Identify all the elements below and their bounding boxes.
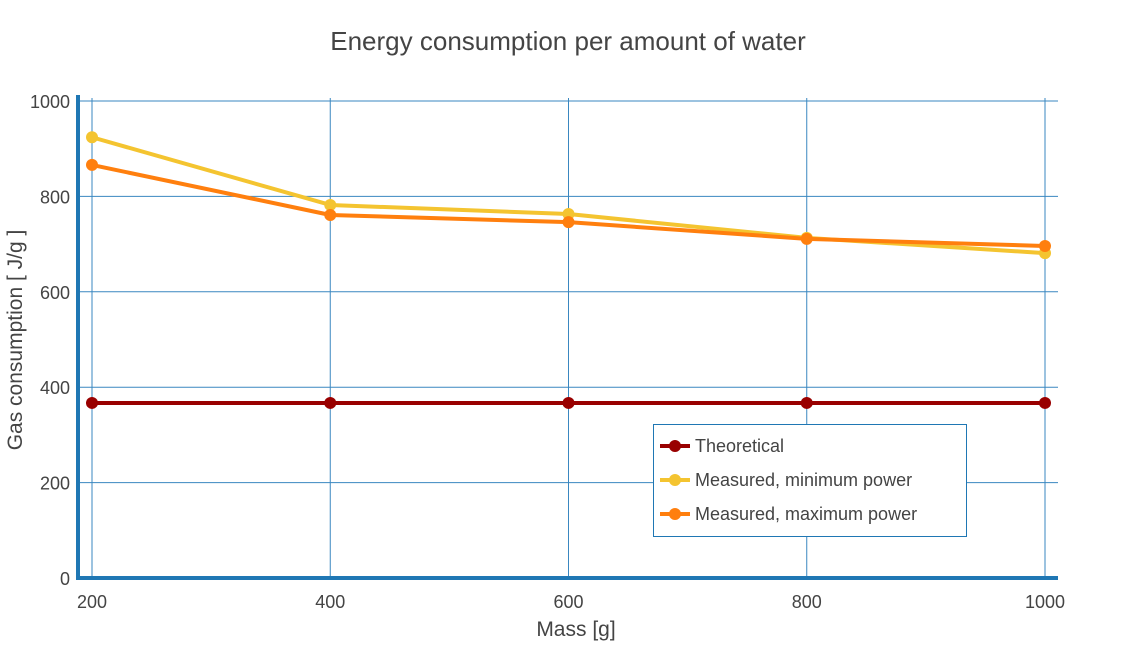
- legend-box: [653, 424, 967, 537]
- data-point: [562, 396, 575, 409]
- legend-label: Measured, minimum power: [695, 470, 912, 490]
- data-point: [86, 131, 98, 144]
- grid: [78, 98, 1058, 578]
- legend-swatch-marker: [669, 508, 681, 520]
- tick-labels: 200 400 600 800 1000 0 200 400 600 800 1000: [30, 92, 1065, 612]
- data-point: [86, 396, 98, 409]
- x-tick-label: 200: [77, 592, 107, 612]
- legend-swatch-marker: [669, 440, 681, 452]
- data-point: [324, 209, 337, 222]
- data-point: [324, 396, 337, 409]
- y-tick-label: 200: [40, 474, 70, 494]
- y-tick-label: 400: [40, 378, 70, 398]
- series-lines: [86, 131, 1051, 409]
- data-point: [86, 158, 98, 171]
- legend-swatch-marker: [669, 474, 681, 486]
- data-point: [800, 232, 813, 245]
- data-point: [1039, 396, 1051, 409]
- legend-label: Theoretical: [695, 436, 784, 456]
- y-tick-label: 1000: [30, 92, 70, 112]
- y-tick-label: 800: [40, 187, 70, 207]
- legend: Theoretical Measured, minimum power Measur…: [653, 424, 967, 537]
- y-tick-label: 600: [40, 283, 70, 303]
- chart-title: Energy consumption per amount of water: [330, 26, 806, 56]
- data-point: [800, 396, 813, 409]
- x-tick-label: 400: [315, 592, 345, 612]
- axes: [76, 95, 1058, 580]
- x-axis-label: Mass [g]: [536, 618, 615, 641]
- x-tick-label: 600: [553, 592, 583, 612]
- x-tick-label: 1000: [1025, 592, 1065, 612]
- data-point: [324, 198, 337, 211]
- data-point: [1039, 240, 1051, 253]
- y-axis-label: Gas consumption [ J/g ]: [4, 230, 27, 451]
- x-tick-label: 800: [792, 592, 822, 612]
- y-tick-label: 0: [60, 569, 70, 589]
- data-point: [562, 216, 575, 229]
- legend-label: Measured, maximum power: [695, 504, 917, 524]
